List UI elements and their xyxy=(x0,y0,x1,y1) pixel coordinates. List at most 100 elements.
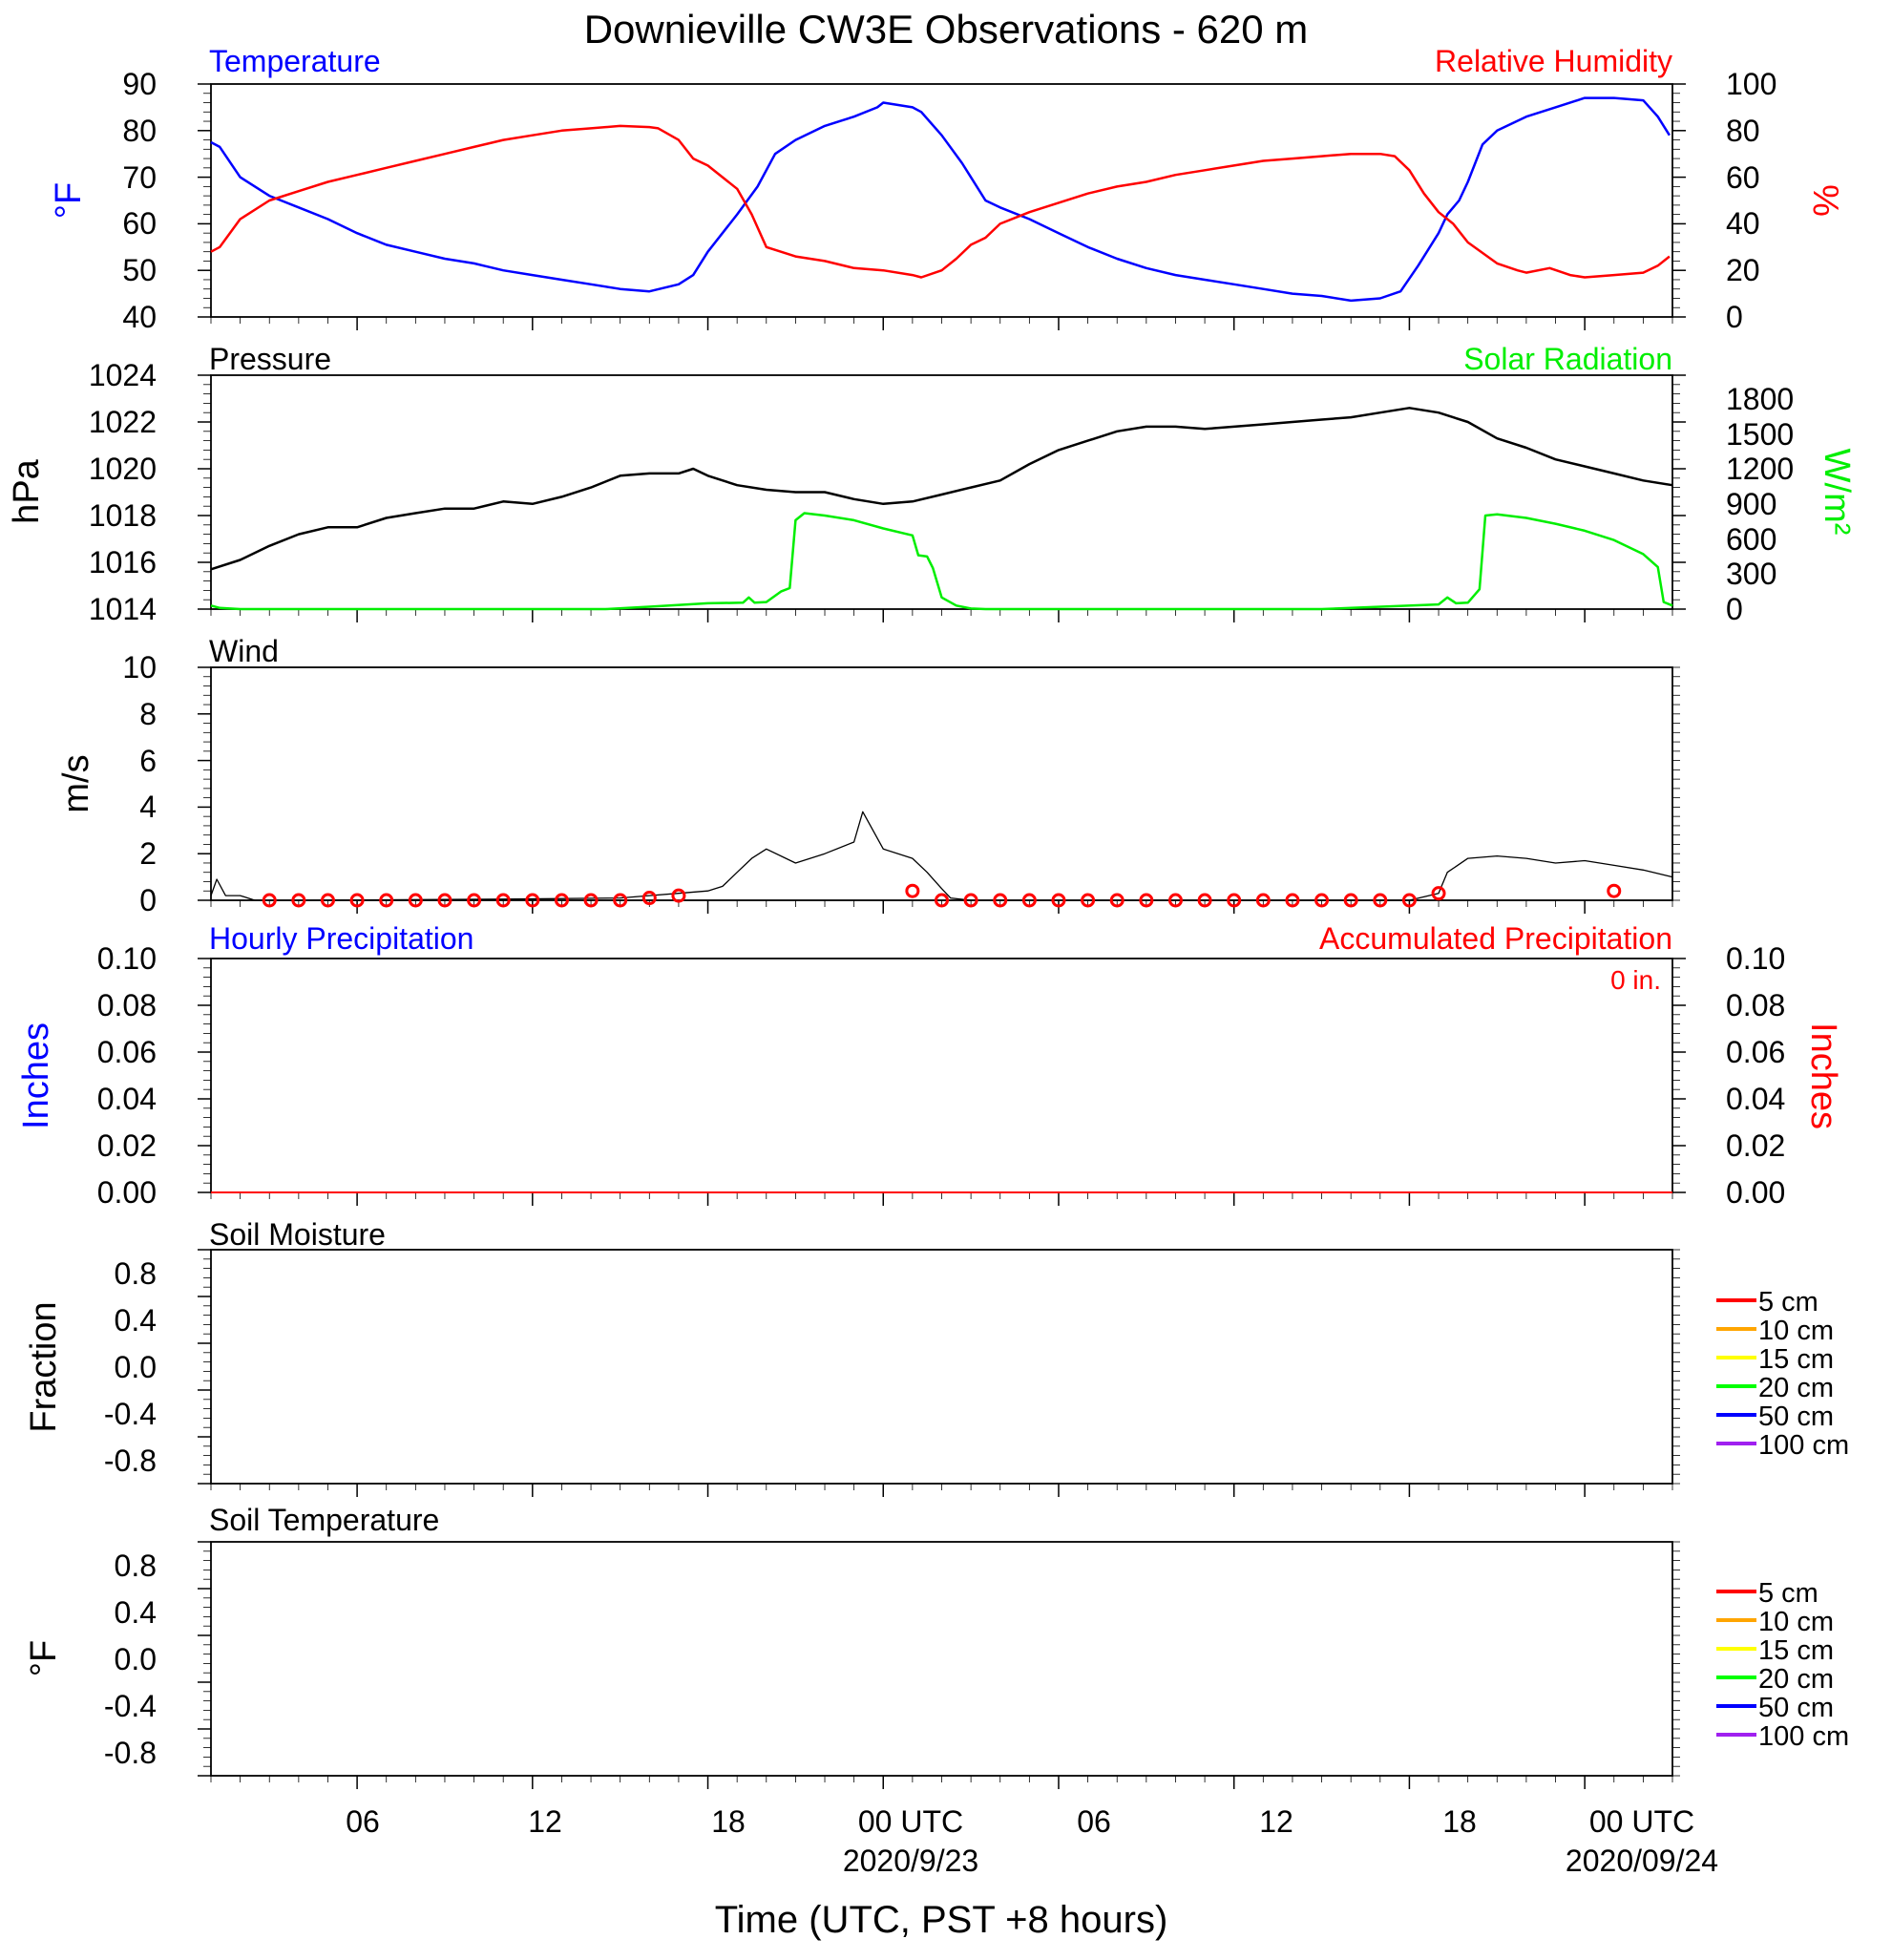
soil-moisture-tick-label: 0.8 xyxy=(115,1256,157,1291)
legend-label: 100 cm xyxy=(1758,1721,1849,1752)
temperature-y-ticks: 90 80 70 60 50 40 xyxy=(122,67,157,334)
wind-marker xyxy=(1139,893,1154,908)
legend-item: 15 cm xyxy=(1716,1635,1834,1666)
temperature-tick-label: 60 xyxy=(122,206,157,241)
soil-moisture-y-ticks: 0.8 0.4 0.0 -0.4 -0.8 xyxy=(104,1256,157,1478)
wind-tick-label: 0 xyxy=(139,883,157,917)
x-tick-label: 18 xyxy=(1442,1804,1477,1839)
soil-temperature-tick-label: 0.0 xyxy=(115,1642,157,1676)
soil-moisture-tick-label: 0.0 xyxy=(115,1350,157,1384)
hourly-precip-y-ticks: 0.10 0.08 0.06 0.04 0.02 0.00 xyxy=(97,941,157,1210)
wind-marker xyxy=(1227,893,1242,908)
wind-speed-line xyxy=(210,811,1673,901)
wind-marker xyxy=(320,893,335,908)
solar-title: Solar Radiation xyxy=(1463,342,1672,376)
accum-precip-unit-label: Inches xyxy=(1803,1022,1843,1129)
hourly-precip-tick-label: 0.00 xyxy=(97,1175,157,1210)
accum-precip-tick-label: 0.10 xyxy=(1726,941,1785,976)
soil-temperature-legend: 5 cm 10 cm 15 cm 20 cm 50 cm 100 cm xyxy=(1716,1578,1849,1752)
wind-marker xyxy=(495,893,511,908)
legend-item: 5 cm xyxy=(1716,1578,1818,1609)
wind-marker xyxy=(935,893,949,908)
solar-radiation-line xyxy=(210,512,1673,611)
wind-marker xyxy=(1373,893,1388,908)
wind-marker xyxy=(408,893,423,908)
soil-temperature-tick-label: 0.8 xyxy=(115,1549,157,1583)
wind-marker xyxy=(1607,883,1622,898)
soil-temperature-plot-frame xyxy=(210,1541,1673,1777)
humidity-y-ticks: 100 80 60 40 20 0 xyxy=(1726,67,1776,334)
hourly-precip-title: Hourly Precipitation xyxy=(209,921,473,956)
temperature-tick-label: 70 xyxy=(122,160,157,195)
pressure-tick-label: 1022 xyxy=(89,405,157,439)
legend-item: 15 cm xyxy=(1716,1344,1834,1375)
x-tick-label: 18 xyxy=(711,1804,746,1839)
wind-marker xyxy=(1314,893,1330,908)
solar-tick-label: 1800 xyxy=(1726,382,1794,416)
soil-temperature-tick-label: 0.4 xyxy=(115,1595,157,1630)
wind-y-ticks: 10 8 6 4 2 0 xyxy=(122,650,157,917)
legend-item: 50 cm xyxy=(1716,1402,1834,1432)
soil-temperature-y-ticks: 0.8 0.4 0.0 -0.4 -0.8 xyxy=(104,1549,157,1770)
pressure-tick-label: 1014 xyxy=(89,592,157,626)
legend-label: 50 cm xyxy=(1758,1693,1834,1723)
pressure-line xyxy=(210,407,1673,571)
hourly-precip-unit-label: Inches xyxy=(16,1022,56,1129)
humidity-unit-label: % xyxy=(1805,184,1845,217)
solar-tick-label: 300 xyxy=(1726,557,1776,591)
wind-marker xyxy=(1255,893,1271,908)
wind-marker xyxy=(671,888,686,903)
wind-marker xyxy=(437,893,452,908)
wind-tick-label: 4 xyxy=(139,790,157,824)
wind-marker xyxy=(1081,893,1096,908)
legend-item: 50 cm xyxy=(1716,1693,1834,1723)
wind-marker xyxy=(1401,893,1417,908)
precipitation-panel: Hourly Precipitation Accumulated Precipi… xyxy=(16,921,1843,1210)
legend-item: 10 cm xyxy=(1716,1607,1834,1637)
soil-moisture-title: Soil Moisture xyxy=(209,1217,386,1252)
humidity-tick-label: 60 xyxy=(1726,160,1760,195)
solar-tick-label: 1200 xyxy=(1726,452,1794,486)
wind-marker xyxy=(905,883,920,898)
x-tick-label: 12 xyxy=(1259,1804,1293,1839)
humidity-tick-label: 100 xyxy=(1726,67,1776,101)
legend-label: 20 cm xyxy=(1758,1664,1834,1695)
legend-item: 20 cm xyxy=(1716,1373,1834,1403)
wind-marker xyxy=(291,893,306,908)
pressure-tick-label: 1016 xyxy=(89,545,157,580)
humidity-tick-label: 40 xyxy=(1726,206,1760,241)
temperature-humidity-panel: Temperature Relative Humidity °F % 90 80… xyxy=(49,44,1845,334)
legend-label: 10 cm xyxy=(1758,1316,1834,1346)
legend-label: 20 cm xyxy=(1758,1373,1834,1403)
accum-precip-tick-label: 0.04 xyxy=(1726,1082,1785,1116)
legend-item: 100 cm xyxy=(1716,1430,1849,1461)
pressure-tick-label: 1024 xyxy=(89,358,157,392)
soil-temperature-tick-label: -0.4 xyxy=(104,1689,157,1723)
hourly-precip-tick-label: 0.10 xyxy=(97,941,157,976)
wind-marker xyxy=(1167,893,1183,908)
x-tick-label: 06 xyxy=(1077,1804,1111,1839)
solar-y-ticks: 1800 1500 1200 900 600 300 0 xyxy=(1726,382,1794,626)
wind-marker xyxy=(1343,893,1358,908)
wind-tick-label: 2 xyxy=(139,836,157,871)
wind-title: Wind xyxy=(209,634,279,668)
temperature-tick-label: 40 xyxy=(122,300,157,334)
temperature-line xyxy=(210,96,1671,303)
accum-precip-title: Accumulated Precipitation xyxy=(1319,921,1672,956)
humidity-title: Relative Humidity xyxy=(1435,44,1672,78)
wind-marker xyxy=(262,893,277,908)
hourly-precip-tick-label: 0.04 xyxy=(97,1082,157,1116)
legend-item: 5 cm xyxy=(1716,1287,1818,1317)
accum-precip-tick-label: 0.00 xyxy=(1726,1175,1785,1210)
wind-marker xyxy=(1051,893,1066,908)
x-tick-label: 00 UTC xyxy=(858,1804,963,1839)
soil-moisture-tick-label: -0.8 xyxy=(104,1444,157,1478)
soil-moisture-tick-label: -0.4 xyxy=(104,1397,157,1431)
x-tick-label: 12 xyxy=(528,1804,562,1839)
hourly-precip-tick-label: 0.08 xyxy=(97,988,157,1022)
legend-label: 15 cm xyxy=(1758,1635,1834,1666)
x-axis-title: Time (UTC, PST +8 hours) xyxy=(715,1899,1168,1941)
wind-marker xyxy=(963,893,978,908)
accum-precip-total: 0 in. xyxy=(1610,965,1661,995)
wind-panel: Wind m/s 10 8 6 4 2 0 xyxy=(56,634,1673,917)
